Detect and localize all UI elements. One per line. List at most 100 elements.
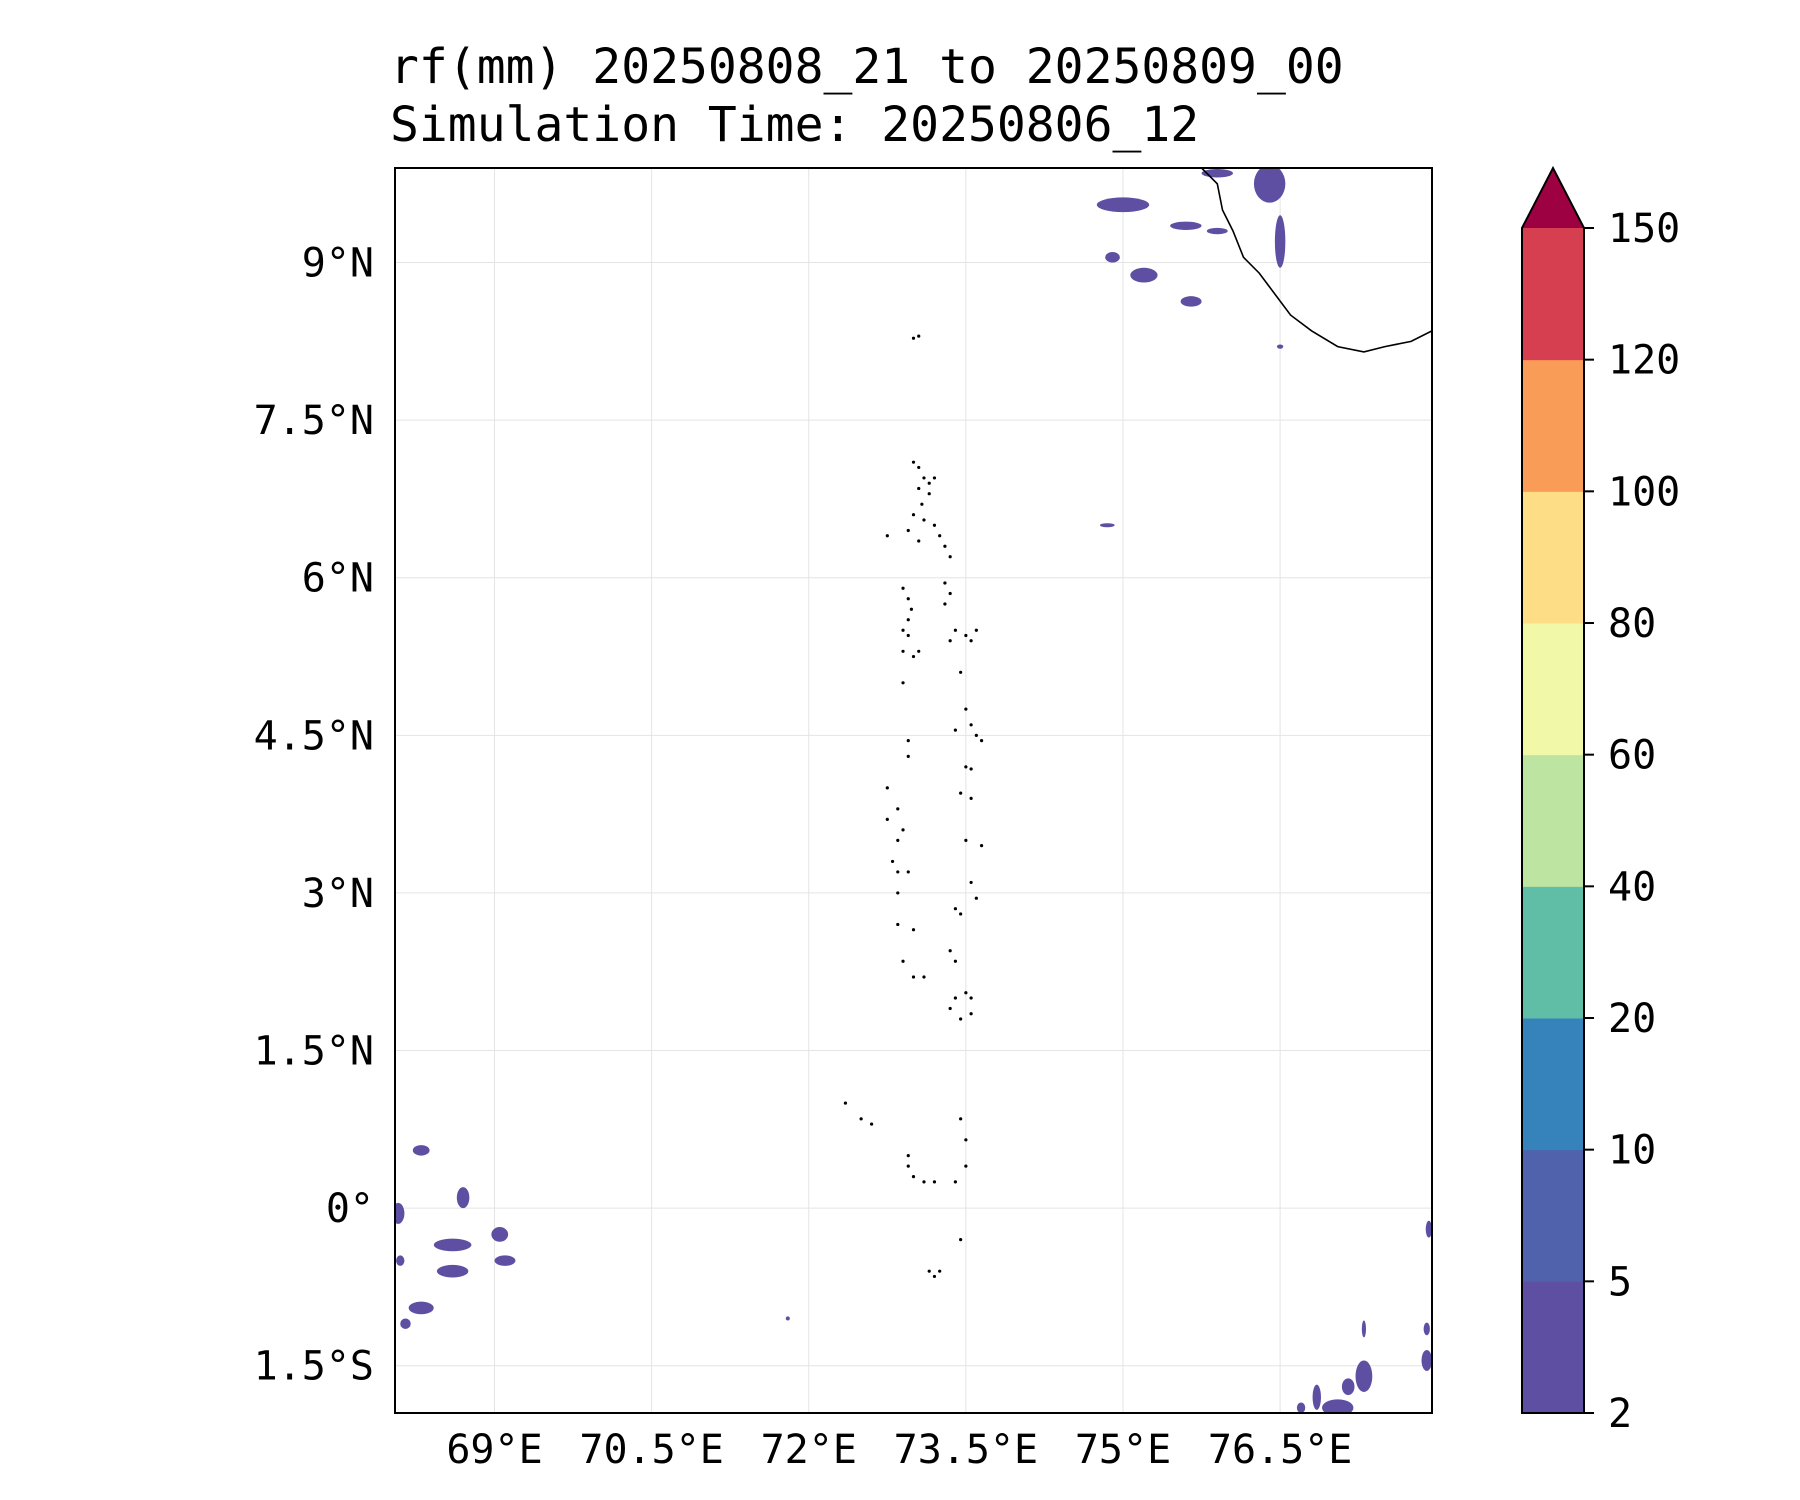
- island-dot: [896, 838, 900, 843]
- island-dot: [906, 528, 910, 533]
- lon-tick-label: 72°E: [761, 1427, 857, 1473]
- colorbar-segment: [1522, 491, 1584, 624]
- lat-tick-label: 9°N: [302, 241, 374, 287]
- island-dot: [964, 633, 968, 638]
- island-dot: [964, 765, 968, 769]
- island-dot: [885, 786, 889, 790]
- island-dot: [906, 870, 910, 874]
- map-frame: [394, 167, 1433, 1414]
- rainfall-patch: [1099, 523, 1115, 528]
- island-dot: [979, 844, 984, 848]
- island-dot: [906, 1164, 910, 1168]
- island-dot: [901, 586, 905, 590]
- island-dot: [901, 628, 905, 632]
- island-dot: [901, 828, 905, 832]
- island-dot: [859, 1117, 863, 1121]
- island-dot: [917, 465, 921, 470]
- colorbar-tick-label: 150: [1608, 206, 1680, 252]
- island-dot: [948, 555, 952, 559]
- island-dot: [969, 796, 973, 800]
- lat-tick-label: 3°N: [302, 871, 374, 917]
- lat-tick-label: 7.5°N: [254, 398, 374, 444]
- island-dot: [901, 681, 905, 685]
- colorbar-segment: [1522, 754, 1584, 887]
- island-dot: [890, 859, 895, 864]
- colorbar-segment: [1522, 1149, 1584, 1282]
- island-dot: [953, 1180, 957, 1184]
- island-dot: [964, 707, 968, 711]
- island-dot: [906, 1153, 910, 1158]
- colorbar-tick-label: 5: [1608, 1259, 1632, 1305]
- island-dot: [953, 996, 957, 1000]
- island-dot: [932, 1180, 937, 1184]
- rainfall-patch: [1355, 1360, 1373, 1392]
- island-dot: [906, 738, 910, 743]
- island-dot: [959, 1238, 963, 1242]
- island-dot: [927, 1269, 931, 1273]
- island-dot: [911, 460, 916, 464]
- lon-tick-label: 69°E: [446, 1427, 542, 1473]
- rainfall-patch: [412, 1145, 430, 1156]
- colorbar-tick-label: 60: [1608, 733, 1656, 779]
- rainfall-patch: [395, 1202, 405, 1224]
- colorbar-segment: [1522, 886, 1584, 1019]
- island-dot: [948, 639, 952, 643]
- latitude-labels: 9°N 7.5°N 6°N 4.5°N 3°N 1.5°N 0° 1.5°S: [254, 241, 374, 1390]
- rainfall-patch: [491, 1227, 509, 1242]
- island-dot: [969, 1012, 973, 1016]
- rainfall-patch: [1361, 1320, 1367, 1338]
- lon-tick-label: 70.5°E: [579, 1427, 724, 1473]
- island-dot: [964, 991, 968, 995]
- colorbar-segment: [1522, 623, 1584, 756]
- rainfall-patch: [1180, 296, 1202, 307]
- island-dot: [953, 959, 957, 963]
- colorbar-outline: [1521, 165, 1585, 1414]
- island-dot: [938, 534, 942, 538]
- island-dot: [906, 754, 910, 758]
- lon-tick-label: 75°E: [1075, 1427, 1171, 1473]
- island-dot: [911, 513, 916, 517]
- rainfall-patch: [1105, 252, 1120, 263]
- lon-tick-label: 76.5°E: [1208, 1427, 1353, 1473]
- island-dot: [927, 492, 931, 496]
- island-dot: [969, 767, 973, 771]
- rainfall-patch: [494, 1255, 516, 1266]
- island-dot: [911, 336, 916, 340]
- island-dot: [948, 949, 952, 953]
- rainfall-patch: [1341, 1378, 1355, 1396]
- rainfall-patch: [433, 1238, 472, 1252]
- island-dot: [922, 1180, 926, 1184]
- island-dot: [911, 975, 916, 979]
- island-dot: [885, 817, 889, 821]
- island-dot: [969, 639, 973, 643]
- rainfall-patch: [1322, 1399, 1354, 1413]
- graticule: [395, 168, 1432, 1413]
- rainfall-patch: [400, 1318, 411, 1329]
- colorbar: 2 5 10 20 40 60 80 100 120 150: [1521, 165, 1680, 1437]
- island-dot: [943, 544, 947, 548]
- coastline: [1201, 168, 1432, 353]
- rainfall-patch: [1130, 267, 1158, 283]
- island-dot: [959, 1117, 963, 1121]
- island-dot: [911, 928, 916, 932]
- coastline-layer: [843, 168, 1432, 1279]
- island-dot: [959, 1017, 963, 1021]
- island-dot: [932, 1274, 937, 1279]
- lat-tick-label: 0°: [326, 1186, 374, 1232]
- rainfall-patch: [1312, 1384, 1321, 1410]
- colorbar-segment: [1522, 1018, 1584, 1151]
- island-dot: [917, 334, 921, 338]
- rainfall-patch: [408, 1301, 434, 1315]
- colorbar-tick-label: 2: [1608, 1391, 1632, 1437]
- lat-tick-label: 4.5°N: [254, 713, 374, 759]
- island-dot: [953, 907, 957, 911]
- island-dot: [901, 649, 905, 653]
- island-dot: [943, 602, 947, 606]
- colorbar-tick-label: 100: [1608, 469, 1680, 515]
- colorbar-segment: [1522, 228, 1584, 361]
- island-dot: [959, 912, 963, 916]
- rainfall-patch: [1253, 168, 1286, 203]
- island-dot: [932, 523, 937, 527]
- lat-tick-label: 1.5°S: [254, 1344, 374, 1390]
- lat-tick-label: 6°N: [302, 556, 374, 602]
